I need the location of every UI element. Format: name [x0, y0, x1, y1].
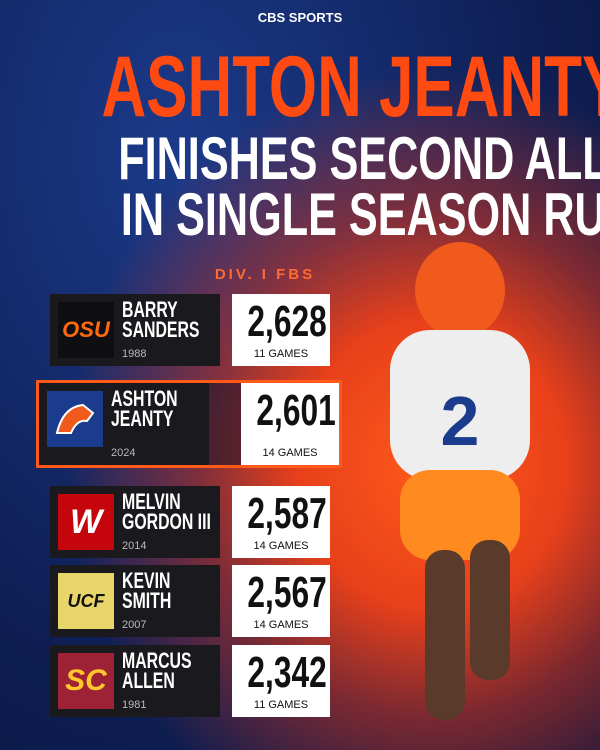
division-label: DIV. I FBS	[214, 266, 316, 283]
rushing-yards: 2,342	[232, 651, 330, 695]
brand: CBS SPORTS	[257, 10, 343, 25]
logo-horse	[55, 403, 95, 434]
name-line: GORDON III	[122, 509, 211, 534]
stat-panel: 2,567 14 GAMES	[232, 565, 330, 637]
player-name: MELVIN GORDON III	[122, 489, 245, 534]
player-name: KEVIN SMITH	[122, 568, 190, 613]
games-played: 11 GAMES	[253, 348, 309, 360]
subtitle: IN SINGLE SEASON RUSHING	[0, 181, 600, 248]
games-played: 11 GAMES	[253, 699, 309, 711]
svg-text:2: 2	[441, 382, 480, 460]
name-panel: W MELVIN GORDON III 2014	[50, 486, 220, 558]
stat-panel: 2,587 14 GAMES	[232, 486, 330, 558]
name-panel: ASHTON JEANTY 2024	[39, 383, 209, 465]
player-name: MARCUS ALLEN	[122, 648, 219, 693]
games-played: 14 GAMES	[262, 447, 318, 459]
team-logo	[47, 391, 103, 447]
season-year: 2014	[122, 540, 147, 552]
games-played: 14 GAMES	[253, 540, 309, 552]
subtitle-line: IN SINGLE SEASON RUSHING	[120, 181, 600, 248]
team-logo: UCF	[58, 573, 114, 629]
stat-panel: 2,342 11 GAMES	[232, 645, 330, 717]
yards-text: 2,601	[256, 386, 336, 435]
yards-text: 2,628	[247, 297, 327, 346]
name-panel: OSU BARRY SANDERS 1988	[50, 294, 220, 366]
games-played: 14 GAMES	[253, 619, 309, 631]
subtitle: FINISHES SECOND ALL-TIME	[0, 125, 600, 192]
record-row: W MELVIN GORDON III 2014 2,587 14 GAMES	[50, 486, 330, 558]
name-panel: SC MARCUS ALLEN 1981	[50, 645, 220, 717]
season-year: 2007	[122, 619, 147, 631]
name-line: MARCUS	[122, 648, 192, 673]
rushing-yards: 2,587	[232, 492, 330, 536]
name-line: BARRY	[122, 297, 178, 322]
name-line: KEVIN	[122, 568, 171, 593]
rushing-yards: 2,567	[232, 571, 330, 615]
season-year: 1981	[122, 699, 147, 711]
name-line: MELVIN	[122, 489, 181, 514]
yards-text: 2,567	[247, 568, 327, 617]
record-row: UCF KEVIN SMITH 2007 2,567 14 GAMES	[50, 565, 330, 637]
name-line: SANDERS	[122, 317, 200, 342]
headline: ASHTON JEANTY	[0, 42, 600, 132]
record-row: ASHTON JEANTY 2024 2,601 14 GAMES	[36, 380, 342, 468]
team-logo: W	[58, 494, 114, 550]
yards-text: 2,587	[247, 489, 327, 538]
season-year: 1988	[122, 348, 147, 360]
record-row: OSU BARRY SANDERS 1988 2,628 11 GAMES	[50, 294, 330, 366]
rushing-yards: 2,628	[232, 300, 330, 344]
headline-text: ASHTON JEANTY	[101, 39, 600, 135]
player-silhouette: 2	[390, 242, 530, 720]
stat-panel: 2,601 14 GAMES	[241, 383, 339, 465]
team-logo: OSU	[58, 302, 114, 358]
player-name: ASHTON JEANTY	[111, 386, 204, 431]
team-logo: SC	[58, 653, 114, 709]
rushing-yards: 2,601	[241, 389, 339, 433]
season-year: 2024	[111, 447, 136, 459]
name-line: JEANTY	[111, 406, 174, 431]
record-row: SC MARCUS ALLEN 1981 2,342 11 GAMES	[50, 645, 330, 717]
name-line: ASHTON	[111, 386, 178, 411]
name-line: SMITH	[122, 588, 172, 613]
stat-panel: 2,628 11 GAMES	[232, 294, 330, 366]
subtitle-line: FINISHES SECOND ALL-TIME	[118, 125, 600, 192]
name-panel: UCF KEVIN SMITH 2007	[50, 565, 220, 637]
name-line: ALLEN	[122, 668, 175, 693]
player-name: BARRY SANDERS	[122, 297, 230, 342]
yards-text: 2,342	[247, 648, 327, 697]
